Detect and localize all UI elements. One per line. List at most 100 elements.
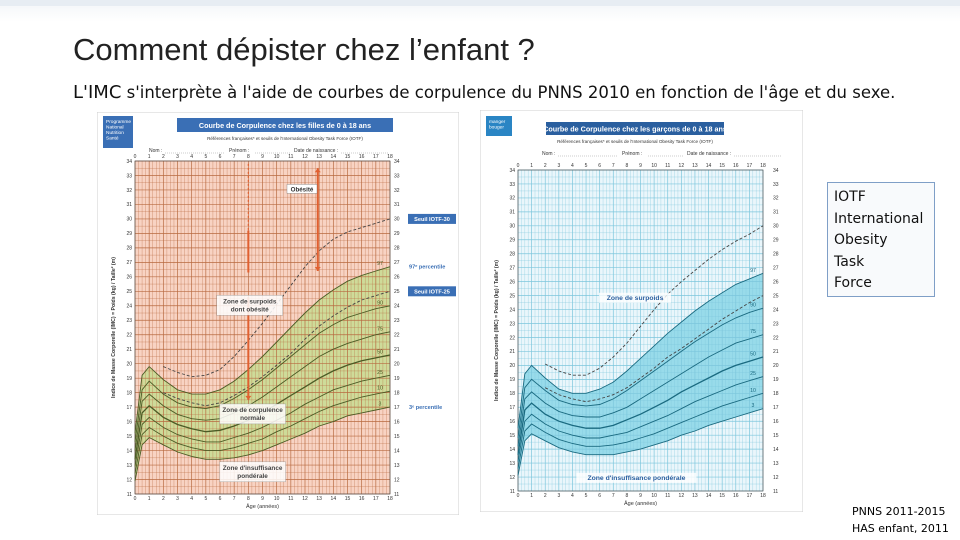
y-tick-label: 16: [509, 419, 515, 425]
y-tick-label-right: 22: [394, 333, 400, 339]
x-tick-label: 13: [692, 493, 698, 499]
x-tick-label-top: 13: [316, 154, 322, 160]
y-tick-label: 12: [509, 475, 515, 481]
y-tick-label: 33: [509, 182, 515, 188]
percentile-curve: [517, 376, 764, 462]
name-label: Nom :: [542, 151, 555, 157]
y-tick-label-right: 15: [773, 433, 779, 439]
x-tick-label-top: 10: [651, 163, 657, 169]
iotf-line: IOTF: [834, 189, 866, 205]
x-tick-label-top: 2: [162, 154, 165, 160]
x-tick-label: 8: [625, 493, 628, 499]
y-tick-label-right: 28: [773, 252, 779, 258]
iotf-threshold-curve: [544, 295, 764, 403]
boys-bmi-chart: Courbe de Corpulence chez les garçons de…: [480, 110, 803, 512]
birthdate-label: Date de naissance :: [294, 148, 338, 154]
y-tick-label: 12: [126, 477, 132, 483]
y-tick-label: 33: [126, 173, 132, 179]
iotf-line: Obesity: [834, 232, 888, 248]
normal-zone-label: Zone de corpulence: [222, 407, 283, 414]
percentile-label: 90: [377, 300, 383, 306]
x-tick-label-top: 10: [274, 154, 280, 160]
y-tick-label-right: 30: [394, 217, 400, 223]
percentile-label: 97: [750, 268, 756, 274]
x-tick-label-top: 12: [302, 154, 308, 160]
x-tick-label-top: 5: [204, 154, 207, 160]
y-tick-label: 26: [126, 275, 132, 281]
y-tick-label: 13: [509, 461, 515, 467]
y-tick-label: 30: [509, 224, 515, 230]
x-tick-label-top: 12: [679, 163, 685, 169]
logo-text: manger: [489, 119, 506, 125]
boys-chart-svg: Courbe de Corpulence chez les garçons de…: [480, 110, 803, 512]
y-tick-label: 29: [126, 231, 132, 237]
x-tick-label: 14: [706, 493, 712, 499]
y-tick-label: 30: [126, 217, 132, 223]
y-tick-label-right: 24: [773, 307, 779, 313]
y-tick-label: 18: [509, 391, 515, 397]
y-tick-label-right: 18: [773, 391, 779, 397]
logo-text: Nutrition: [106, 130, 124, 136]
firstname-label: Prénom :: [622, 151, 642, 157]
x-tick-label-top: 13: [692, 163, 698, 169]
plot-border: [134, 160, 391, 495]
y-tick-label: 21: [509, 349, 515, 355]
y-tick-label-right: 16: [394, 419, 400, 425]
y-tick-label: 19: [126, 376, 132, 382]
birthdate-label: Date de naissance :: [687, 151, 731, 157]
firstname-label: Prénom :: [229, 148, 249, 154]
x-tick-label: 1: [148, 496, 151, 502]
y-tick-label-right: 26: [773, 279, 779, 285]
x-tick-label: 2: [162, 496, 165, 502]
y-tick-label: 20: [126, 361, 132, 367]
x-tick-label: 10: [651, 493, 657, 499]
y-tick-label: 31: [126, 202, 132, 208]
x-tick-label-top: 14: [331, 154, 337, 160]
girls-chart-svg: Courbe de Corpulence chez les filles de …: [97, 112, 459, 515]
chart-references: Références françaises* et seuils de l'In…: [557, 139, 713, 144]
y-tick-label: 25: [509, 293, 515, 299]
y-tick-label-right: 32: [773, 196, 779, 202]
percentile-label: 3: [752, 403, 755, 409]
arrow-head-up: [314, 168, 321, 173]
percentile-label: 75: [377, 326, 383, 332]
y-tick-label-right: 14: [394, 448, 400, 454]
x-tick-label: 15: [345, 496, 351, 502]
x-tick-label: 6: [598, 493, 601, 499]
y-tick-label: 11: [510, 489, 515, 495]
x-tick-label: 12: [302, 496, 308, 502]
iotf25-label: Seuil IOTF-25: [414, 289, 450, 295]
iotf-line: International: [834, 210, 924, 227]
x-axis-label: Âge (années): [246, 503, 279, 510]
x-tick-label: 5: [585, 493, 588, 499]
percentile-label: 90: [750, 303, 756, 309]
plot-border: [517, 169, 764, 492]
y-tick-label-right: 34: [773, 168, 779, 174]
underweight-zone-label-box: [219, 461, 286, 483]
y-tick-label-right: 33: [773, 182, 779, 188]
x-tick-label: 4: [190, 496, 193, 502]
p97-label: 97ᵉ percentile: [409, 265, 445, 271]
x-tick-label: 2: [544, 493, 547, 499]
y-tick-label-right: 27: [394, 260, 400, 266]
x-tick-label: 14: [331, 496, 337, 502]
x-tick-label-top: 9: [639, 163, 642, 169]
y-tick-label-right: 23: [394, 318, 400, 324]
y-tick-label: 22: [509, 335, 515, 341]
iotf-legend-box: IOTF International Obesity Task Force: [827, 182, 935, 297]
x-tick-label-top: 0: [134, 154, 137, 160]
chart-title-box: [546, 122, 724, 135]
source-line: PNNS 2011-2015: [852, 505, 946, 518]
y-tick-label-right: 15: [394, 434, 400, 440]
x-tick-label: 13: [316, 496, 322, 502]
underweight-zone-label: pondérale: [237, 473, 268, 480]
x-tick-label-top: 7: [233, 154, 236, 160]
arrow-head-down: [314, 267, 321, 272]
y-tick-label: 28: [509, 252, 515, 258]
y-tick-label-right: 13: [773, 461, 779, 467]
y-tick-label: 22: [126, 333, 132, 339]
iotf-line: Task: [834, 253, 865, 270]
x-tick-label: 4: [571, 493, 574, 499]
overweight-zone-label: Zone de surpoids: [223, 298, 277, 305]
overweight-zone-label-box: [599, 292, 672, 303]
